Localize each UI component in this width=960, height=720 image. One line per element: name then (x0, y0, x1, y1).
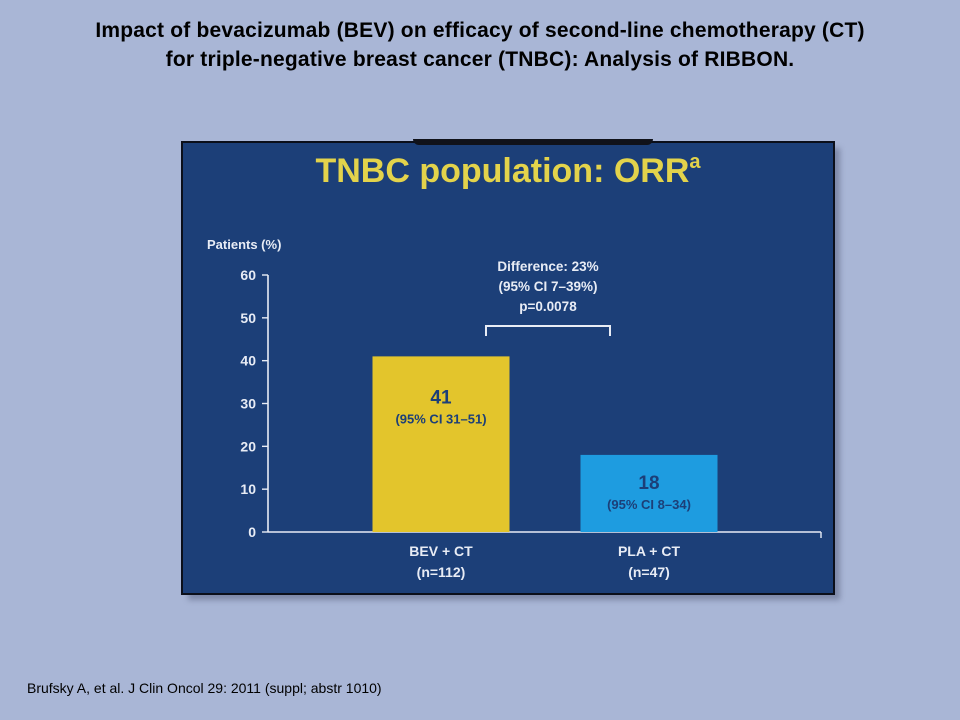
chart-title-superscript: a (689, 151, 701, 173)
x-category-sublabel: (n=47) (628, 564, 670, 580)
bar-value-label: 18 (638, 473, 659, 494)
chart-title-text: TNBC population: ORR (315, 152, 690, 190)
difference-annotation-line: Difference: 23% (497, 259, 598, 274)
difference-bracket (485, 325, 611, 336)
y-tick-label: 10 (240, 481, 256, 497)
y-tick-label: 30 (240, 396, 256, 412)
slide-title-line-1: Impact of bevacizumab (BEV) on efficacy … (95, 19, 865, 42)
y-tick-label: 50 (240, 310, 256, 326)
y-axis-label: Patients (%) (207, 237, 281, 252)
slide-title: Impact of bevacizumab (BEV) on efficacy … (20, 16, 940, 74)
x-category-sublabel: (n=112) (417, 564, 466, 580)
bar-chart: Patients (%) 0 10 20 30 40 50 60 41 (95% CI 31–51… (207, 237, 822, 580)
y-tick-label: 0 (248, 524, 256, 540)
bar-2 (580, 454, 718, 532)
chart-title: TNBC population: ORRa (183, 142, 833, 191)
y-tick-label: 20 (240, 438, 256, 454)
difference-annotation-line: p=0.0078 (519, 299, 577, 314)
panel-tab-decoration (413, 139, 653, 145)
x-category-label: BEV + CT (409, 543, 473, 559)
difference-annotation-line: (95% CI 7–39%) (498, 279, 597, 294)
x-category-label: PLA + CT (618, 543, 681, 559)
slide-title-line-2: for triple-negative breast cancer (TNBC)… (165, 48, 795, 71)
citation-footnote: Brufsky A, et al. J Clin Oncol 29: 2011 … (27, 680, 382, 696)
chart-panel: TNBC population: ORRa Patients (%) 0 10 20 3… (181, 139, 835, 595)
y-tick-label: 40 (240, 353, 256, 369)
bar-ci-label: (95% CI 8–34) (607, 497, 691, 512)
bar-value-label: 41 (430, 387, 452, 408)
bar-1 (372, 356, 510, 532)
bar-ci-label: (95% CI 31–51) (395, 411, 486, 426)
y-tick-label: 60 (240, 267, 256, 283)
